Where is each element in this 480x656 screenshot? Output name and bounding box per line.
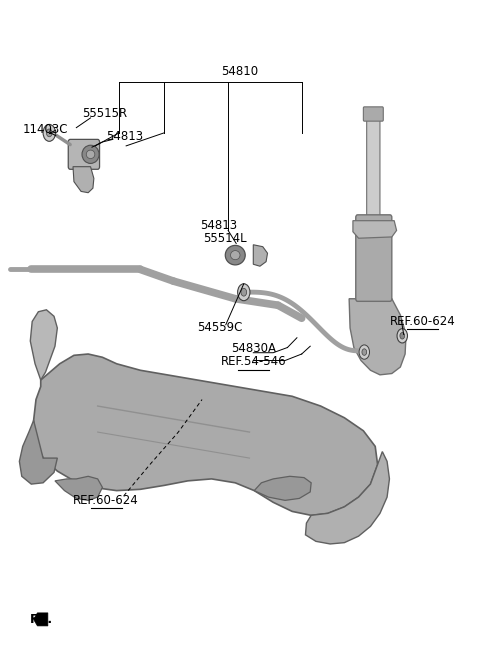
Polygon shape (305, 451, 389, 544)
Polygon shape (349, 298, 406, 375)
Circle shape (397, 329, 408, 343)
Text: REF.54-546: REF.54-546 (220, 356, 286, 368)
Polygon shape (253, 245, 267, 266)
Polygon shape (73, 167, 94, 193)
Text: 11403C: 11403C (23, 123, 68, 136)
FancyBboxPatch shape (363, 107, 384, 121)
Polygon shape (34, 354, 378, 516)
Ellipse shape (225, 245, 245, 265)
Polygon shape (30, 310, 57, 380)
Text: 55515R: 55515R (82, 107, 127, 120)
Polygon shape (19, 420, 57, 484)
Text: 54810: 54810 (221, 64, 259, 77)
Text: 54813: 54813 (200, 218, 237, 232)
FancyBboxPatch shape (68, 139, 99, 169)
Ellipse shape (82, 145, 99, 163)
Circle shape (238, 284, 250, 300)
Circle shape (362, 349, 367, 356)
Polygon shape (353, 220, 396, 238)
Ellipse shape (86, 150, 95, 159)
FancyBboxPatch shape (356, 215, 392, 301)
Text: FR.: FR. (30, 613, 53, 626)
Ellipse shape (230, 251, 240, 260)
Circle shape (241, 289, 247, 296)
Circle shape (47, 129, 52, 136)
Circle shape (400, 333, 405, 339)
Polygon shape (34, 613, 48, 626)
Text: 54813: 54813 (107, 130, 144, 142)
Text: 55514L: 55514L (203, 232, 247, 245)
Circle shape (43, 125, 56, 141)
FancyBboxPatch shape (367, 115, 380, 226)
Text: 54830A: 54830A (231, 342, 276, 356)
Text: REF.60-624: REF.60-624 (390, 315, 456, 328)
Polygon shape (55, 476, 102, 501)
Text: 54559C: 54559C (197, 321, 243, 335)
Polygon shape (254, 476, 311, 501)
Circle shape (359, 345, 370, 359)
Text: REF.60-624: REF.60-624 (73, 494, 139, 507)
